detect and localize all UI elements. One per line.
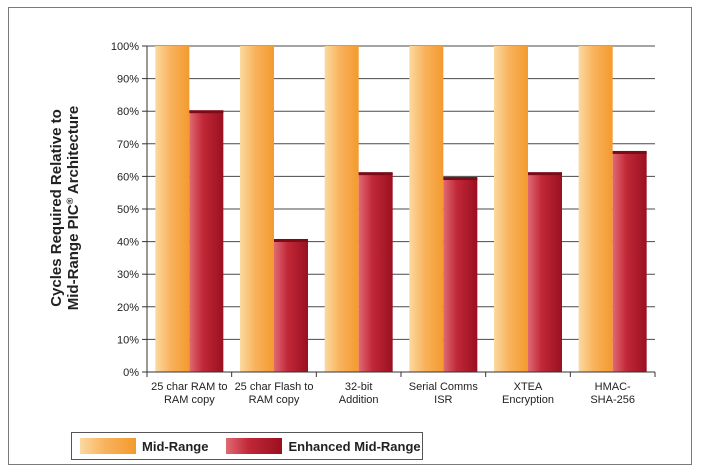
bar-enhanced-mid-range-cap: [189, 110, 224, 114]
bar-enhanced-mid-range: [528, 173, 562, 372]
bar-mid-range: [578, 46, 613, 372]
bar-enhanced-mid-range: [612, 151, 647, 372]
y-axis-ticks: 0% 10% 20% 30% 40% 50% 60% 70% 80% 90% 100%: [111, 41, 147, 379]
y-tick-label: 100%: [111, 41, 139, 53]
bar-enhanced-mid-range-cap: [358, 172, 393, 176]
y-tick-label: 0%: [123, 367, 139, 379]
y-tick-label: 90%: [117, 74, 139, 86]
bar-enhanced-mid-range-cap: [528, 172, 562, 176]
x-tick-label: XTEA Encryption: [502, 381, 554, 406]
y-tick-label: 70%: [117, 139, 139, 151]
y-tick-label: 40%: [117, 237, 139, 249]
y-tick-label: 20%: [117, 302, 139, 314]
bar-enhanced-mid-range: [274, 239, 308, 372]
y-tick-label: 30%: [117, 269, 139, 281]
bar-mid-range: [494, 46, 528, 372]
bar-mid-range: [324, 46, 359, 372]
y-tick-label: 50%: [117, 204, 139, 216]
bar-enhanced-mid-range-cap: [443, 177, 478, 181]
chart-frame: Cycles Required Relative to Mid-Range PI…: [8, 7, 692, 465]
x-tick-label: Serial Comms ISR: [409, 381, 479, 406]
y-tick-label: 80%: [117, 106, 139, 118]
bar-enhanced-mid-range-cap: [274, 238, 308, 242]
x-axis-categories: 25 char RAM to RAM copy 25 char Flash to RA…: [151, 381, 635, 406]
legend-item-enhanced-mid-range: Enhanced Mid-Range: [226, 438, 421, 454]
legend-label-enhanced-mid-range: Enhanced Mid-Range: [288, 438, 421, 454]
legend-swatch-mid-range: [80, 438, 136, 454]
bar-enhanced-mid-range: [443, 178, 478, 372]
bar-enhanced-mid-range: [358, 173, 393, 372]
x-tick-label: 32-bit Addition: [339, 381, 379, 406]
bar-mid-range: [155, 46, 190, 372]
bar-chart: Cycles Required Relative to Mid-Range PI…: [48, 41, 656, 406]
x-tick-label: HMAC-SHA-256: [590, 381, 635, 406]
y-tick-label: 10%: [117, 334, 139, 346]
y-tick-label: 60%: [117, 171, 139, 183]
bar-enhanced-mid-range-cap: [612, 150, 647, 154]
legend-label-mid-range: Mid-Range: [142, 438, 209, 454]
bar-enhanced-mid-range: [189, 111, 224, 372]
x-tick-label: 25 char RAM to RAM copy: [151, 381, 227, 406]
y-axis-title-line1: Cycles Required Relative to: [48, 109, 65, 307]
bar-mid-range: [240, 46, 274, 372]
legend-swatch-enhanced-mid-range: [226, 438, 283, 454]
bar-mid-range: [409, 46, 444, 372]
axes: [146, 46, 656, 377]
y-axis-title-line2: Mid-Range PIC® Architecture: [65, 106, 82, 310]
legend-item-mid-range: Mid-Range: [80, 438, 208, 454]
gridlines: [147, 45, 655, 340]
bars: [155, 46, 647, 372]
x-tick-label: 25 char Flash to RAM copy: [235, 381, 314, 406]
legend: Mid-Range Enhanced Mid-Range: [71, 432, 423, 460]
y-axis-title: Cycles Required Relative to Mid-Range PI…: [48, 106, 82, 310]
